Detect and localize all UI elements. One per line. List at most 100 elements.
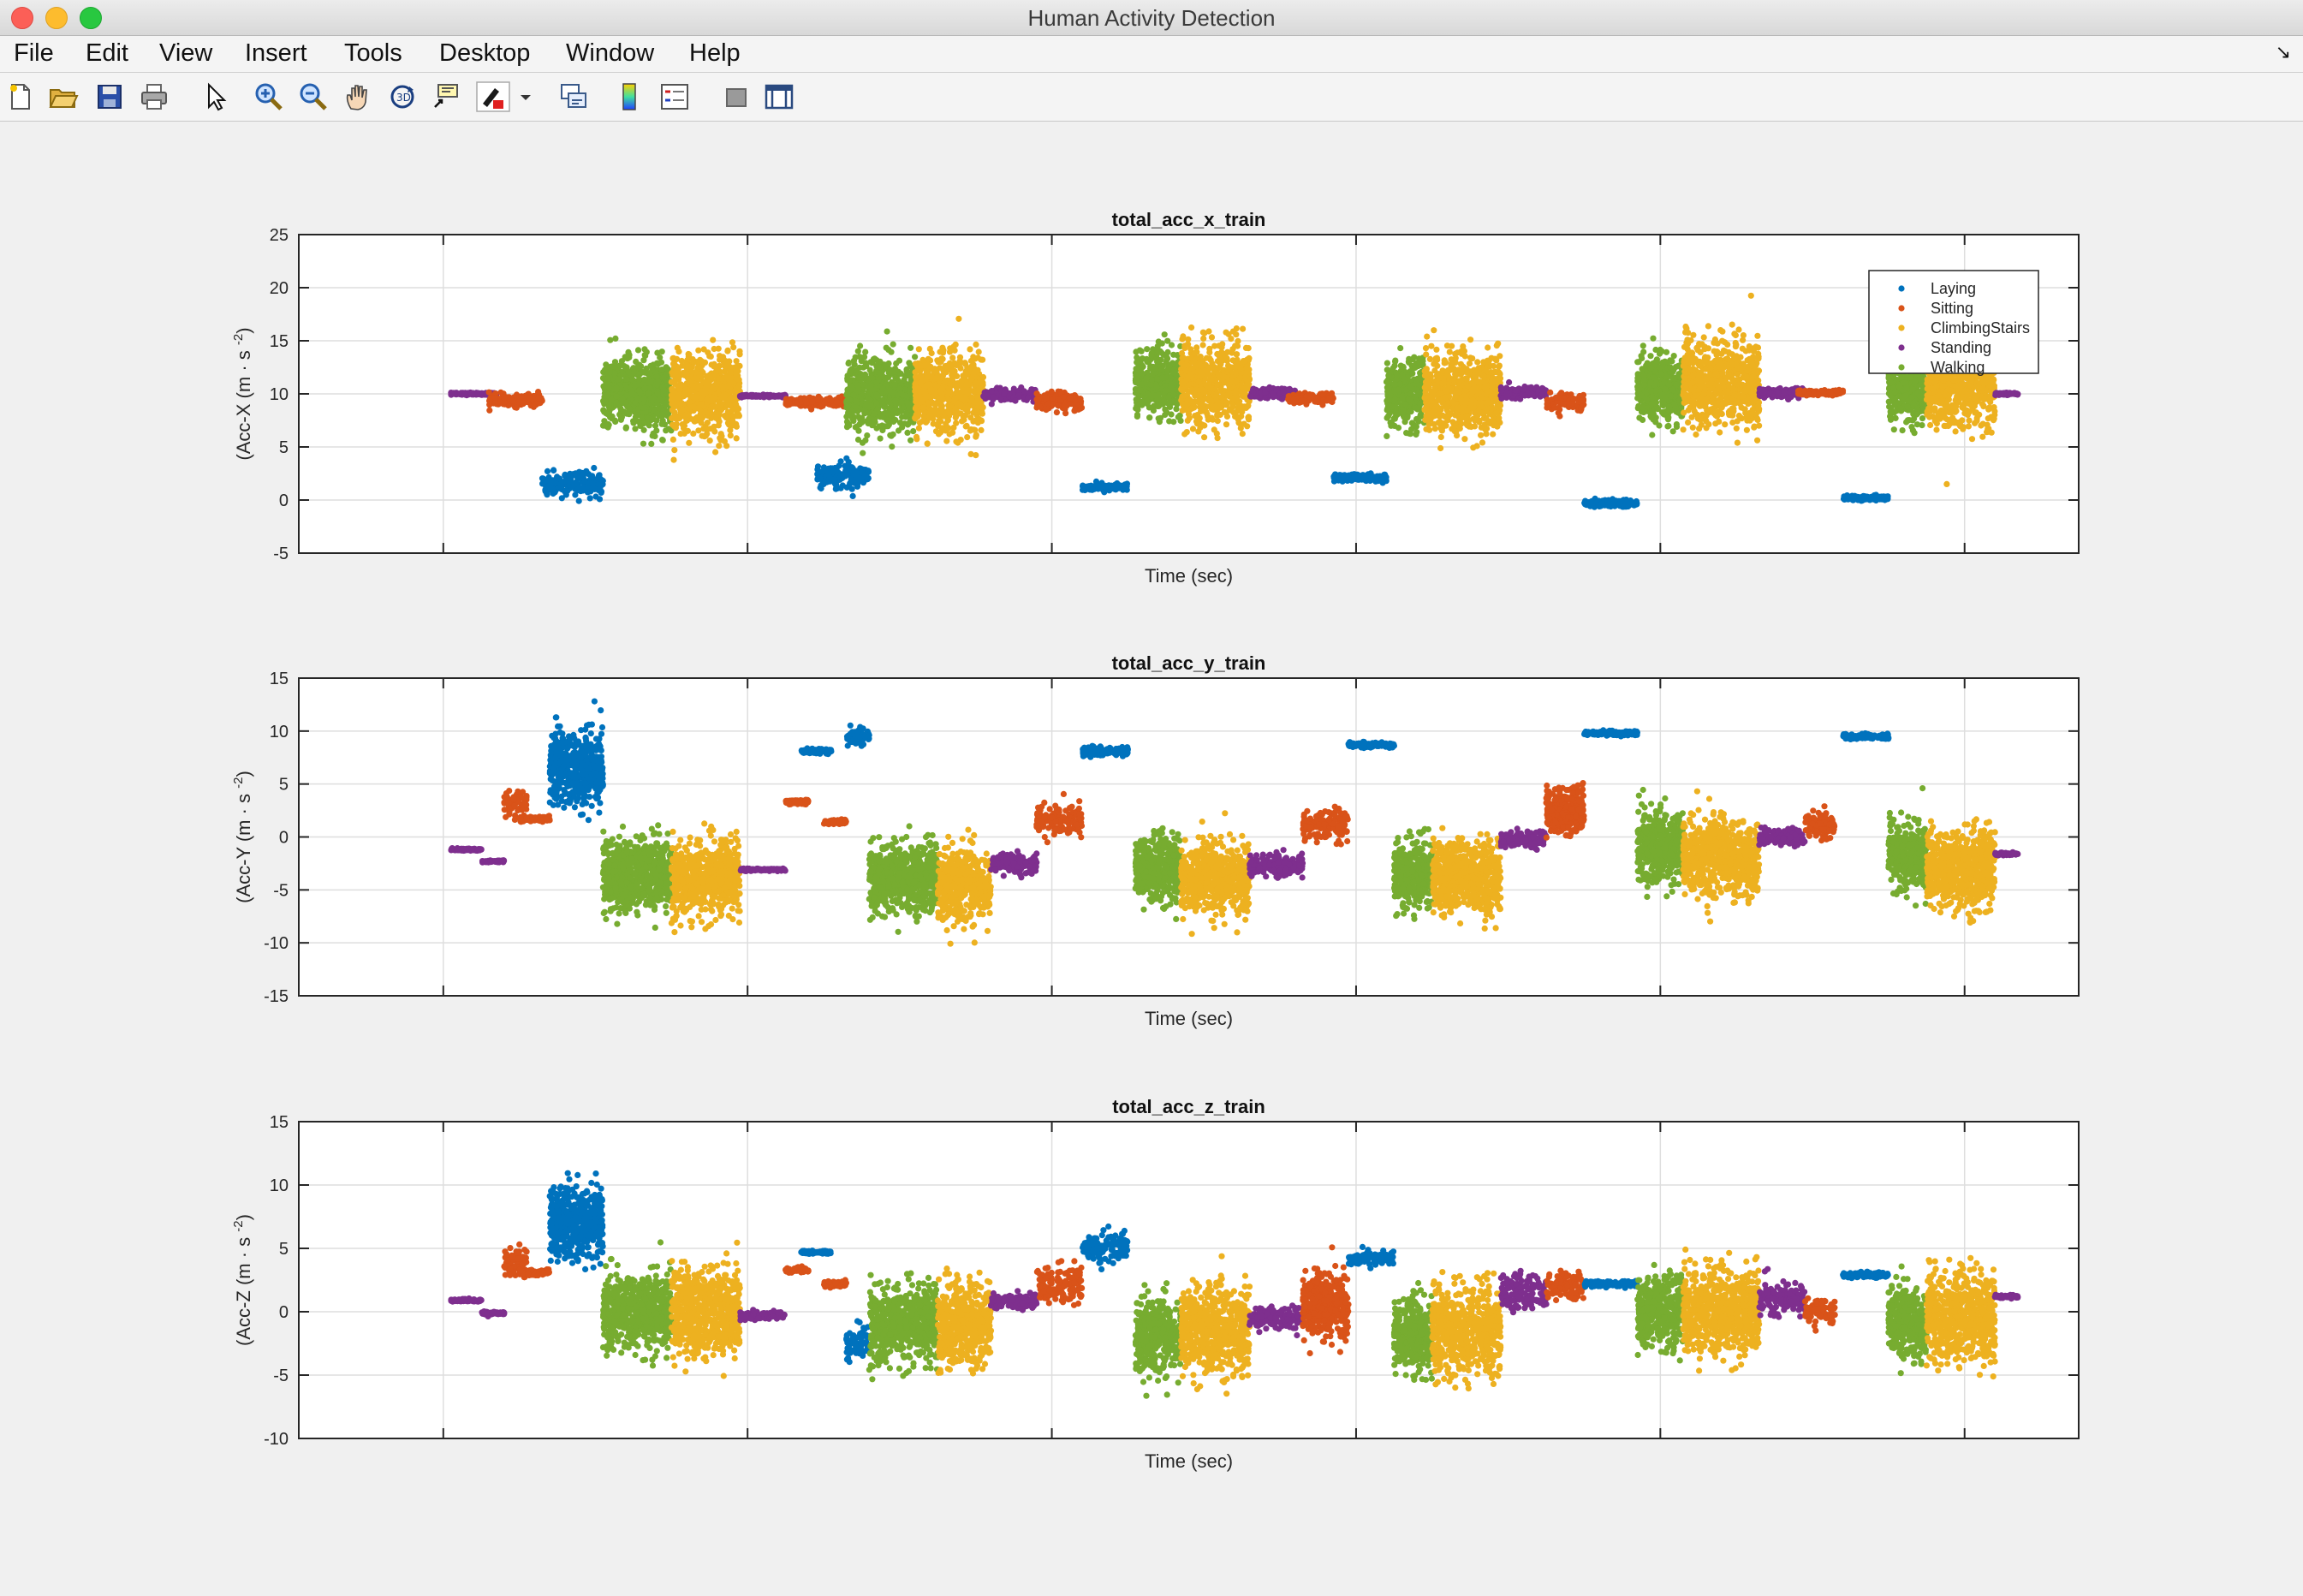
menu-edit[interactable]: Edit <box>86 39 128 68</box>
data-point <box>633 359 639 365</box>
data-point <box>1200 336 1206 342</box>
data-point <box>890 419 896 425</box>
data-point <box>964 434 970 440</box>
brush-icon[interactable] <box>476 81 510 112</box>
data-point <box>711 346 717 352</box>
data-cursor-icon[interactable] <box>431 81 462 112</box>
data-point <box>1181 431 1187 437</box>
data-point <box>717 437 723 443</box>
dock-arrow-icon[interactable]: ↘ <box>2276 41 2291 63</box>
data-point <box>609 396 615 402</box>
data-point <box>1215 418 1221 424</box>
data-point <box>733 413 739 419</box>
data-point <box>933 428 939 434</box>
data-point <box>937 418 943 424</box>
window-title: Human Activity Detection <box>0 5 2303 32</box>
menu-tools[interactable]: Tools <box>344 39 402 68</box>
data-point <box>710 385 716 391</box>
data-point <box>1148 353 1154 359</box>
new-figure-icon[interactable] <box>5 81 36 112</box>
menu-file[interactable]: File <box>14 39 54 68</box>
data-point <box>947 431 953 437</box>
data-point <box>705 381 711 387</box>
data-point <box>677 386 683 392</box>
data-point <box>651 431 657 437</box>
data-point <box>1187 415 1193 421</box>
pan-hand-icon[interactable] <box>342 81 373 112</box>
data-point <box>908 345 913 351</box>
data-point <box>629 390 635 396</box>
menu-insert[interactable]: Insert <box>245 39 307 68</box>
data-point <box>589 480 595 486</box>
data-point <box>1161 398 1167 404</box>
data-point <box>632 426 638 432</box>
print-icon[interactable] <box>139 81 170 112</box>
data-point <box>550 467 556 473</box>
data-point <box>641 405 647 411</box>
data-point <box>604 376 610 382</box>
data-point <box>601 384 607 390</box>
data-point <box>1243 405 1249 411</box>
data-point <box>623 399 629 405</box>
menu-desktop[interactable]: Desktop <box>439 39 530 68</box>
data-point <box>492 400 498 406</box>
data-point <box>647 363 653 369</box>
data-point <box>714 367 720 373</box>
data-point <box>962 361 968 367</box>
data-point <box>913 415 919 421</box>
data-point <box>1049 389 1055 395</box>
data-point <box>603 423 609 429</box>
rotate-3d-icon[interactable]: 3D <box>387 81 418 112</box>
data-point <box>889 444 895 450</box>
data-point <box>737 351 743 357</box>
data-point <box>659 421 665 427</box>
zoom-in-icon[interactable] <box>253 81 284 112</box>
data-point <box>873 379 879 385</box>
menu-help[interactable]: Help <box>689 39 741 68</box>
show-plot-tools-icon[interactable] <box>764 81 794 112</box>
data-point <box>989 401 995 407</box>
data-point <box>890 342 896 348</box>
data-point <box>684 418 690 424</box>
data-point <box>545 468 550 474</box>
data-point <box>933 383 939 389</box>
data-point <box>552 480 558 486</box>
data-point <box>1242 358 1248 364</box>
data-point <box>510 398 516 404</box>
data-point <box>919 357 925 363</box>
legend-icon[interactable] <box>659 81 690 112</box>
menu-window[interactable]: Window <box>566 39 654 68</box>
data-point <box>1179 336 1185 342</box>
colorbar-icon[interactable] <box>615 81 646 112</box>
data-point <box>641 396 647 402</box>
data-point <box>885 360 891 366</box>
save-icon[interactable] <box>94 81 125 112</box>
link-plot-icon[interactable] <box>558 81 589 112</box>
data-point <box>1229 404 1235 410</box>
data-point <box>855 383 861 389</box>
data-point <box>907 373 913 379</box>
zoom-out-icon[interactable] <box>298 81 329 112</box>
data-point <box>991 395 997 401</box>
data-point <box>1150 372 1156 378</box>
data-point <box>863 363 869 369</box>
brush-menu-arrow-icon[interactable] <box>517 81 534 112</box>
menu-view[interactable]: View <box>159 39 212 68</box>
data-point <box>631 420 637 426</box>
data-point <box>1133 372 1139 378</box>
data-point <box>818 482 824 488</box>
open-file-icon[interactable] <box>48 81 79 112</box>
data-point <box>838 485 844 491</box>
data-point <box>1146 414 1152 420</box>
data-point <box>1213 394 1219 400</box>
pointer-icon[interactable] <box>200 81 231 112</box>
data-point <box>859 358 865 364</box>
data-point <box>670 355 676 361</box>
data-point <box>1134 366 1140 372</box>
data-point <box>946 410 952 416</box>
data-point <box>1151 392 1157 398</box>
data-point <box>672 414 678 420</box>
hide-plot-tools-icon[interactable] <box>721 81 752 112</box>
data-point <box>712 449 718 455</box>
